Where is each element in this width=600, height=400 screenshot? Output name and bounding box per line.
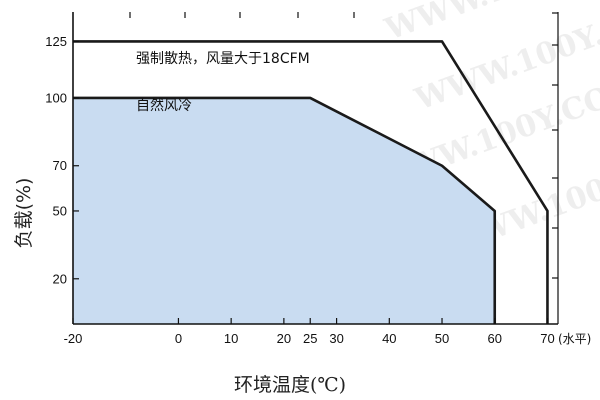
y-tick-label: 50 [53, 203, 67, 218]
x-axis-label: 环境温度(℃) [234, 374, 346, 396]
x-tick-label: 20 [277, 331, 291, 346]
x-tick-label: 60 [488, 331, 502, 346]
x-tick-label: 0 [175, 331, 182, 346]
x-axis-ticks: -20 0 10 20 25 30 40 50 60 70 [64, 318, 555, 346]
y-tick-label: 100 [45, 90, 67, 105]
y-tick-label: 125 [45, 34, 67, 49]
x-tick-label: 30 [329, 331, 343, 346]
y-axis-ticks: 20 50 70 100 125 [45, 34, 79, 286]
forced-cooling-annotation: 强制散热，风量大于18CFM [136, 51, 310, 67]
natural-cooling-annotation: 自然风冷 [136, 97, 192, 114]
y-axis-label: 负载(%) [13, 178, 35, 249]
x-tick-label: 70 [540, 331, 554, 346]
x-tick-label: 40 [382, 331, 396, 346]
y-tick-label: 70 [53, 158, 67, 173]
x-tick-label: -20 [64, 331, 83, 346]
x-tick-label: 50 [435, 331, 449, 346]
natural-cooling-area [73, 97, 495, 324]
axes [72, 12, 559, 325]
y-tick-label: 20 [53, 271, 67, 286]
x-axis-unit: (水平) [558, 332, 591, 346]
x-tick-label: 25 [303, 331, 317, 346]
forced-cooling-line [73, 40, 549, 324]
natural-cooling-line [73, 96, 497, 324]
x-tick-label: 10 [224, 331, 238, 346]
